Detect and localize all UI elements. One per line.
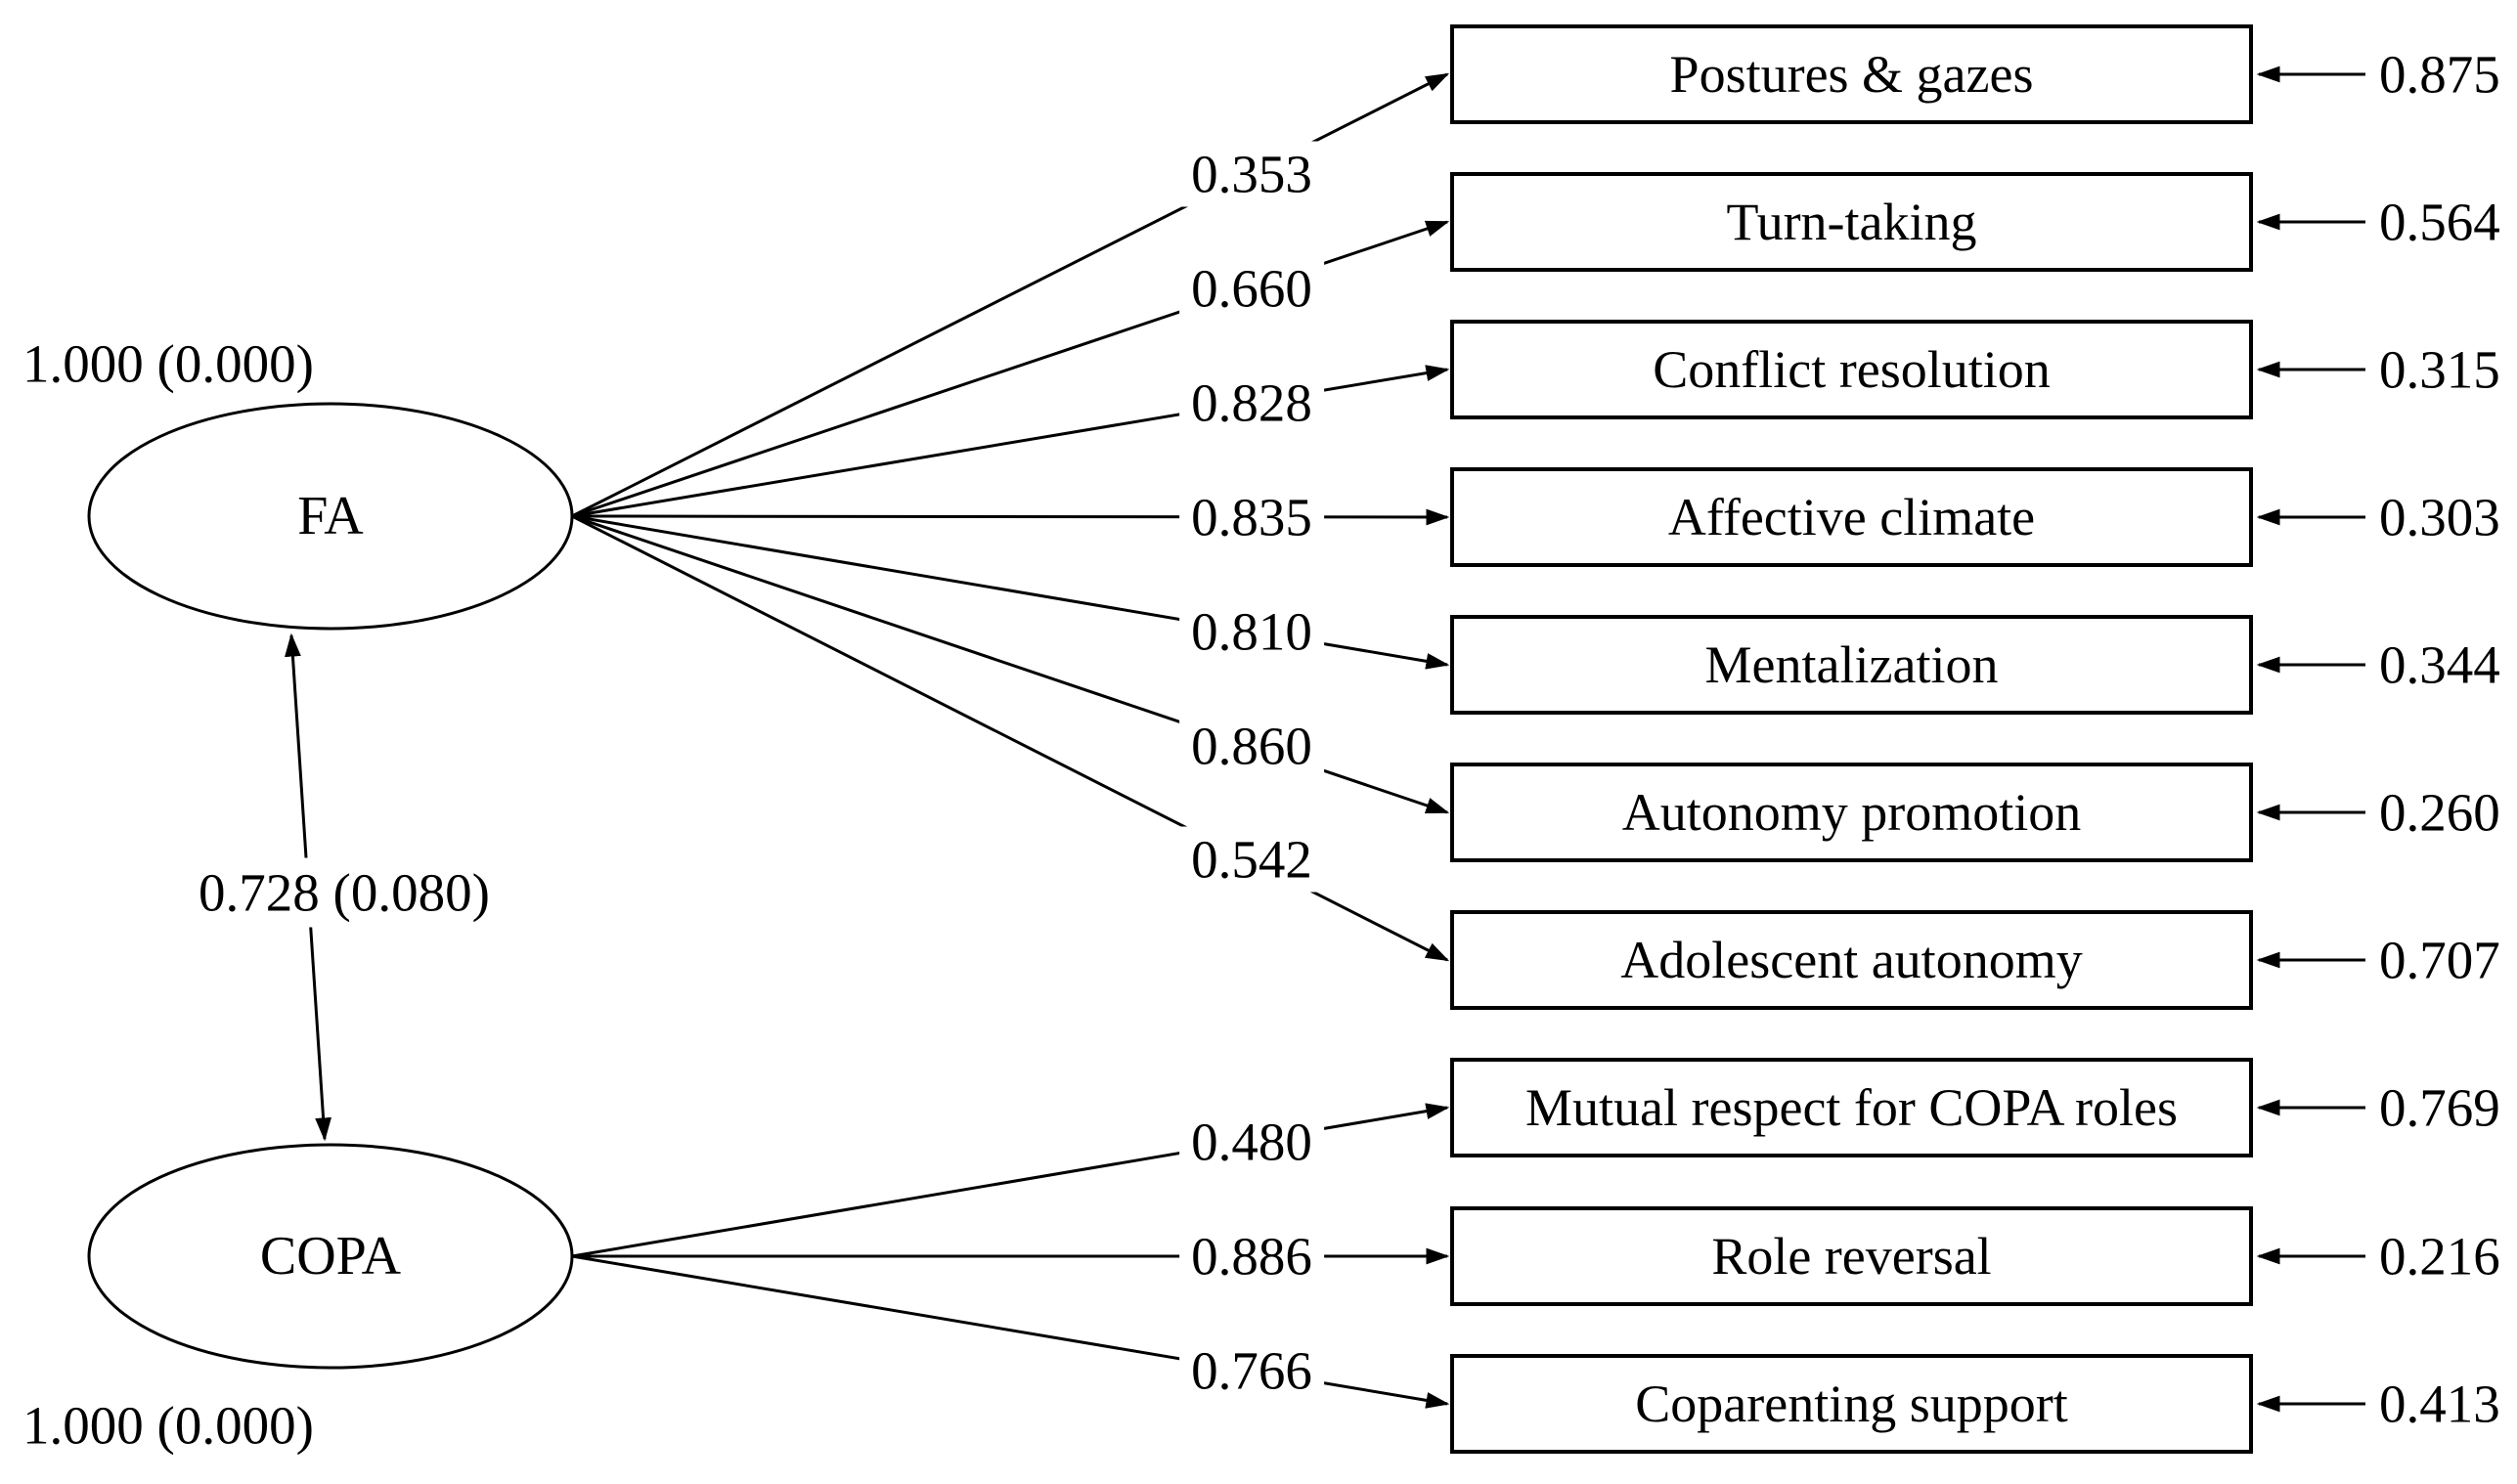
loading-value-role-reversal: 0.886 [1179,1223,1324,1289]
latent-ellipse-copa [87,1143,574,1370]
indicator-label: Affective climate [1667,488,2036,546]
error-value-mutual-respect: 0.769 [2379,1077,2500,1138]
error-value-autonomy-promotion: 0.260 [2379,782,2500,843]
indicator-label: Mutual respect for COPA roles [1525,1078,2178,1137]
error-value-conflict-resolution: 0.315 [2379,339,2500,400]
indicator-box-turn-taking: Turn-taking [1450,172,2253,272]
fa-loading-paths [571,72,1450,962]
indicator-box-adolescent-autonomy: Adolescent autonomy [1450,910,2253,1010]
error-value-postures-gazes: 0.875 [2379,44,2500,105]
loading-value-affective-climate: 0.835 [1179,484,1324,550]
error-value-adolescent-autonomy: 0.707 [2379,930,2500,990]
loading-value-postures-gazes: 0.353 [1179,141,1324,207]
indicator-box-autonomy-promotion: Autonomy promotion [1450,763,2253,862]
indicator-label: Coparenting support [1635,1375,2068,1433]
latent-label-copa: COPA [259,1226,402,1287]
indicator-label: Conflict resolution [1653,340,2051,399]
error-value-role-reversal: 0.216 [2379,1226,2500,1287]
loading-value-autonomy-promotion: 0.860 [1179,713,1324,779]
loading-value-mentalization: 0.810 [1179,598,1324,665]
loading-value-mutual-respect: 0.480 [1179,1109,1324,1175]
error-value-mentalization: 0.344 [2379,634,2500,695]
indicator-box-coparenting-support: Coparenting support [1450,1354,2253,1454]
covariance-label: 0.728 (0.080) [185,857,504,928]
loading-value-coparenting-support: 0.766 [1179,1337,1324,1404]
indicator-box-postures-gazes: Postures & gazes [1450,24,2253,124]
error-value-affective-climate: 0.303 [2379,487,2500,547]
fa-variance-label: 1.000 (0.000) [22,333,314,394]
error-value-coparenting-support: 0.413 [2379,1374,2500,1434]
indicator-label: Adolescent autonomy [1620,931,2083,989]
indicator-label: Turn-taking [1726,193,1977,251]
latent-label-fa: FA [297,486,364,546]
indicator-box-mutual-respect: Mutual respect for COPA roles [1450,1058,2253,1157]
indicator-label: Mentalization [1704,635,1999,694]
loading-value-adolescent-autonomy: 0.542 [1179,826,1324,893]
error-arrows [2256,65,2365,1413]
indicator-box-mentalization: Mentalization [1450,615,2253,715]
loading-value-conflict-resolution: 0.828 [1179,370,1324,436]
indicator-box-affective-climate: Affective climate [1450,467,2253,567]
error-value-turn-taking: 0.564 [2379,192,2500,252]
indicator-box-role-reversal: Role reversal [1450,1206,2253,1306]
copa-variance-label: 1.000 (0.000) [22,1395,314,1456]
indicator-label: Postures & gazes [1669,45,2034,104]
latent-ellipse-fa [87,402,574,631]
indicator-label: Role reversal [1711,1227,1992,1286]
indicator-label: Autonomy promotion [1621,783,2082,842]
indicator-box-conflict-resolution: Conflict resolution [1450,320,2253,419]
loading-value-turn-taking: 0.660 [1179,255,1324,322]
